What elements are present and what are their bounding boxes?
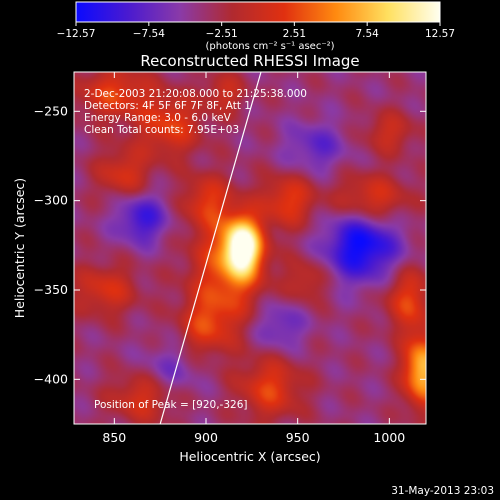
annotation-energy-range: Energy Range: 3.0 - 6.0 keV: [84, 112, 232, 124]
colorbar-tick-label: −2.51: [206, 28, 238, 40]
colorbar-tick-label: −7.54: [133, 28, 165, 40]
y-tick-label: −300: [34, 193, 68, 208]
annotation-time-range: 2-Dec-2003 21:20:08.000 to 21:25:38.000: [84, 88, 307, 100]
colorbar-ticks: −12.57 −7.54 −2.51 2.51 7.54 12.57: [57, 22, 455, 40]
solar-limb-line: [159, 72, 262, 424]
colorbar-tick-label: 2.51: [283, 28, 306, 40]
plot-frame: [73, 71, 427, 425]
y-tick-label: −400: [34, 371, 68, 386]
annotation-detectors: Detectors: 4F 5F 6F 7F 8F, Att 1: [84, 100, 251, 112]
x-tick-label: 1000: [373, 430, 405, 445]
timestamp: 31-May-2013 23:03: [391, 485, 494, 497]
x-tick-label: 950: [286, 430, 310, 445]
annotation-clean-counts: Clean Total counts: 7.95E+03: [84, 124, 239, 136]
x-tick-label: 850: [102, 430, 126, 445]
x-tick-label: 900: [194, 430, 218, 445]
colorbar: −12.57 −7.54 −2.51 2.51 7.54 12.57 (photons c…: [57, 1, 455, 52]
x-axis-ticks: 850 900 950 1000: [102, 72, 405, 445]
chart-title: Reconstructed RHESSI Image: [140, 52, 359, 70]
colorbar-tick-label: −12.57: [57, 28, 96, 40]
colorbar-tick-label: 7.54: [355, 28, 379, 40]
colorbar-tick-label: 12.57: [425, 28, 455, 40]
heatmap-image: [74, 72, 426, 424]
y-axis-label: Heliocentric Y (arcsec): [12, 178, 27, 318]
colorbar-bar: [75, 1, 441, 23]
y-tick-label: −350: [34, 282, 68, 297]
y-tick-label: −250: [34, 103, 68, 118]
colorbar-unit-label: (photons cm⁻² s⁻¹ asec⁻²): [205, 41, 334, 52]
y-axis-ticks: −250 −300 −350 −400: [34, 103, 426, 386]
annotations: 2-Dec-2003 21:20:08.000 to 21:25:38.000 …: [84, 88, 307, 411]
plot-area: 850 900 950 1000 −250 −300 −350 −400: [34, 71, 427, 445]
annotation-peak-position: Position of Peak = [920,-326]: [94, 399, 248, 411]
x-axis-label: Heliocentric X (arcsec): [179, 449, 320, 464]
